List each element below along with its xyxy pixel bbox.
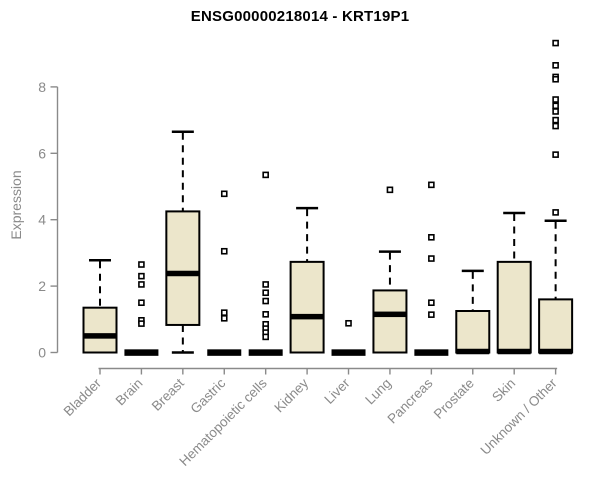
outlier-point-pancreas: [428, 311, 435, 318]
x-tick-label-lung: Lung: [362, 376, 394, 408]
y-tick-label: 6: [38, 145, 46, 161]
box-skin: [496, 260, 532, 354]
box-kidney: [289, 260, 325, 354]
x-tick-label-bladder: Bladder: [61, 375, 105, 419]
x-tick-label-kidney: Kidney: [271, 375, 311, 415]
outlier-point-unknown-other: [552, 108, 559, 115]
median-line-skin: [497, 348, 531, 355]
collapsed-box-pancreas: [414, 349, 449, 356]
median-line-unknown-other: [539, 348, 573, 355]
y-tick-label: 4: [38, 212, 46, 228]
x-tick-label-gastric: Gastric: [188, 375, 229, 416]
median-line-prostate: [456, 348, 490, 355]
outlier-point-gastric: [220, 190, 228, 198]
median-line-bladder: [83, 333, 117, 339]
outlier-point-pancreas: [428, 299, 435, 307]
median-line-lung: [373, 311, 407, 318]
outlier-point-pancreas: [428, 233, 435, 241]
outlier-point-gastric: [220, 247, 228, 255]
outlier-point-brain: [138, 272, 145, 280]
outlier-point-lung: [386, 186, 394, 194]
collapsed-box-gastric: [207, 349, 242, 356]
y-axis-title: Expression: [8, 170, 24, 239]
outlier-point-unknown-other: [552, 151, 559, 158]
collapsed-box-liver: [331, 349, 366, 356]
outlier-point-hematopoietic-cells: [262, 281, 269, 288]
box-bladder: [82, 306, 118, 354]
outlier-point-hematopoietic-cells: [262, 171, 269, 179]
outlier-point-unknown-other: [552, 62, 559, 69]
outlier-point-pancreas: [428, 181, 435, 189]
chart-title: ENSG00000218014 - KRT19P1: [190, 8, 410, 25]
outlier-point-hematopoietic-cells: [262, 311, 269, 318]
outlier-point-unknown-other: [552, 39, 559, 47]
x-tick-label-unknown-other: Unknown / Other: [478, 375, 561, 458]
box-unknown-other: [538, 298, 574, 354]
outlier-point-gastric: [220, 309, 228, 316]
x-tick-label-brain: Brain: [113, 376, 146, 409]
x-tick-label-breast: Breast: [149, 375, 187, 413]
outlier-point-unknown-other: [552, 96, 559, 103]
outlier-point-unknown-other: [552, 116, 559, 124]
outlier-point-unknown-other: [552, 75, 559, 83]
box-prostate: [455, 310, 491, 354]
box-lung: [372, 289, 408, 354]
outlier-point-brain: [138, 299, 145, 307]
outlier-point-hematopoietic-cells: [262, 297, 269, 305]
y-tick-label: 2: [38, 278, 46, 294]
median-line-breast: [166, 270, 200, 277]
outlier-point-liver: [345, 319, 352, 327]
x-tick-label-pancreas: Pancreas: [385, 375, 436, 426]
y-tick-label: 0: [38, 345, 46, 361]
box-breast: [165, 210, 201, 326]
outlier-point-unknown-other: [552, 209, 559, 216]
median-line-kidney: [290, 313, 324, 320]
outlier-point-pancreas: [428, 255, 435, 262]
x-tick-label-skin: Skin: [489, 376, 518, 405]
outlier-point-brain: [138, 320, 145, 327]
outlier-point-unknown-other: [552, 122, 559, 130]
collapsed-box-brain: [124, 349, 159, 356]
outlier-point-brain: [138, 281, 145, 288]
outlier-point-hematopoietic-cells: [262, 289, 269, 297]
outlier-point-brain: [138, 261, 145, 268]
outlier-point-unknown-other: [552, 102, 559, 110]
x-tick-label-prostate: Prostate: [431, 376, 477, 422]
outlier-point-hematopoietic-cells: [262, 333, 269, 341]
collapsed-box-hematopoietic-cells: [248, 349, 283, 356]
y-tick-label: 8: [38, 79, 46, 95]
outlier-point-gastric: [220, 315, 228, 322]
x-tick-label-liver: Liver: [321, 375, 353, 407]
